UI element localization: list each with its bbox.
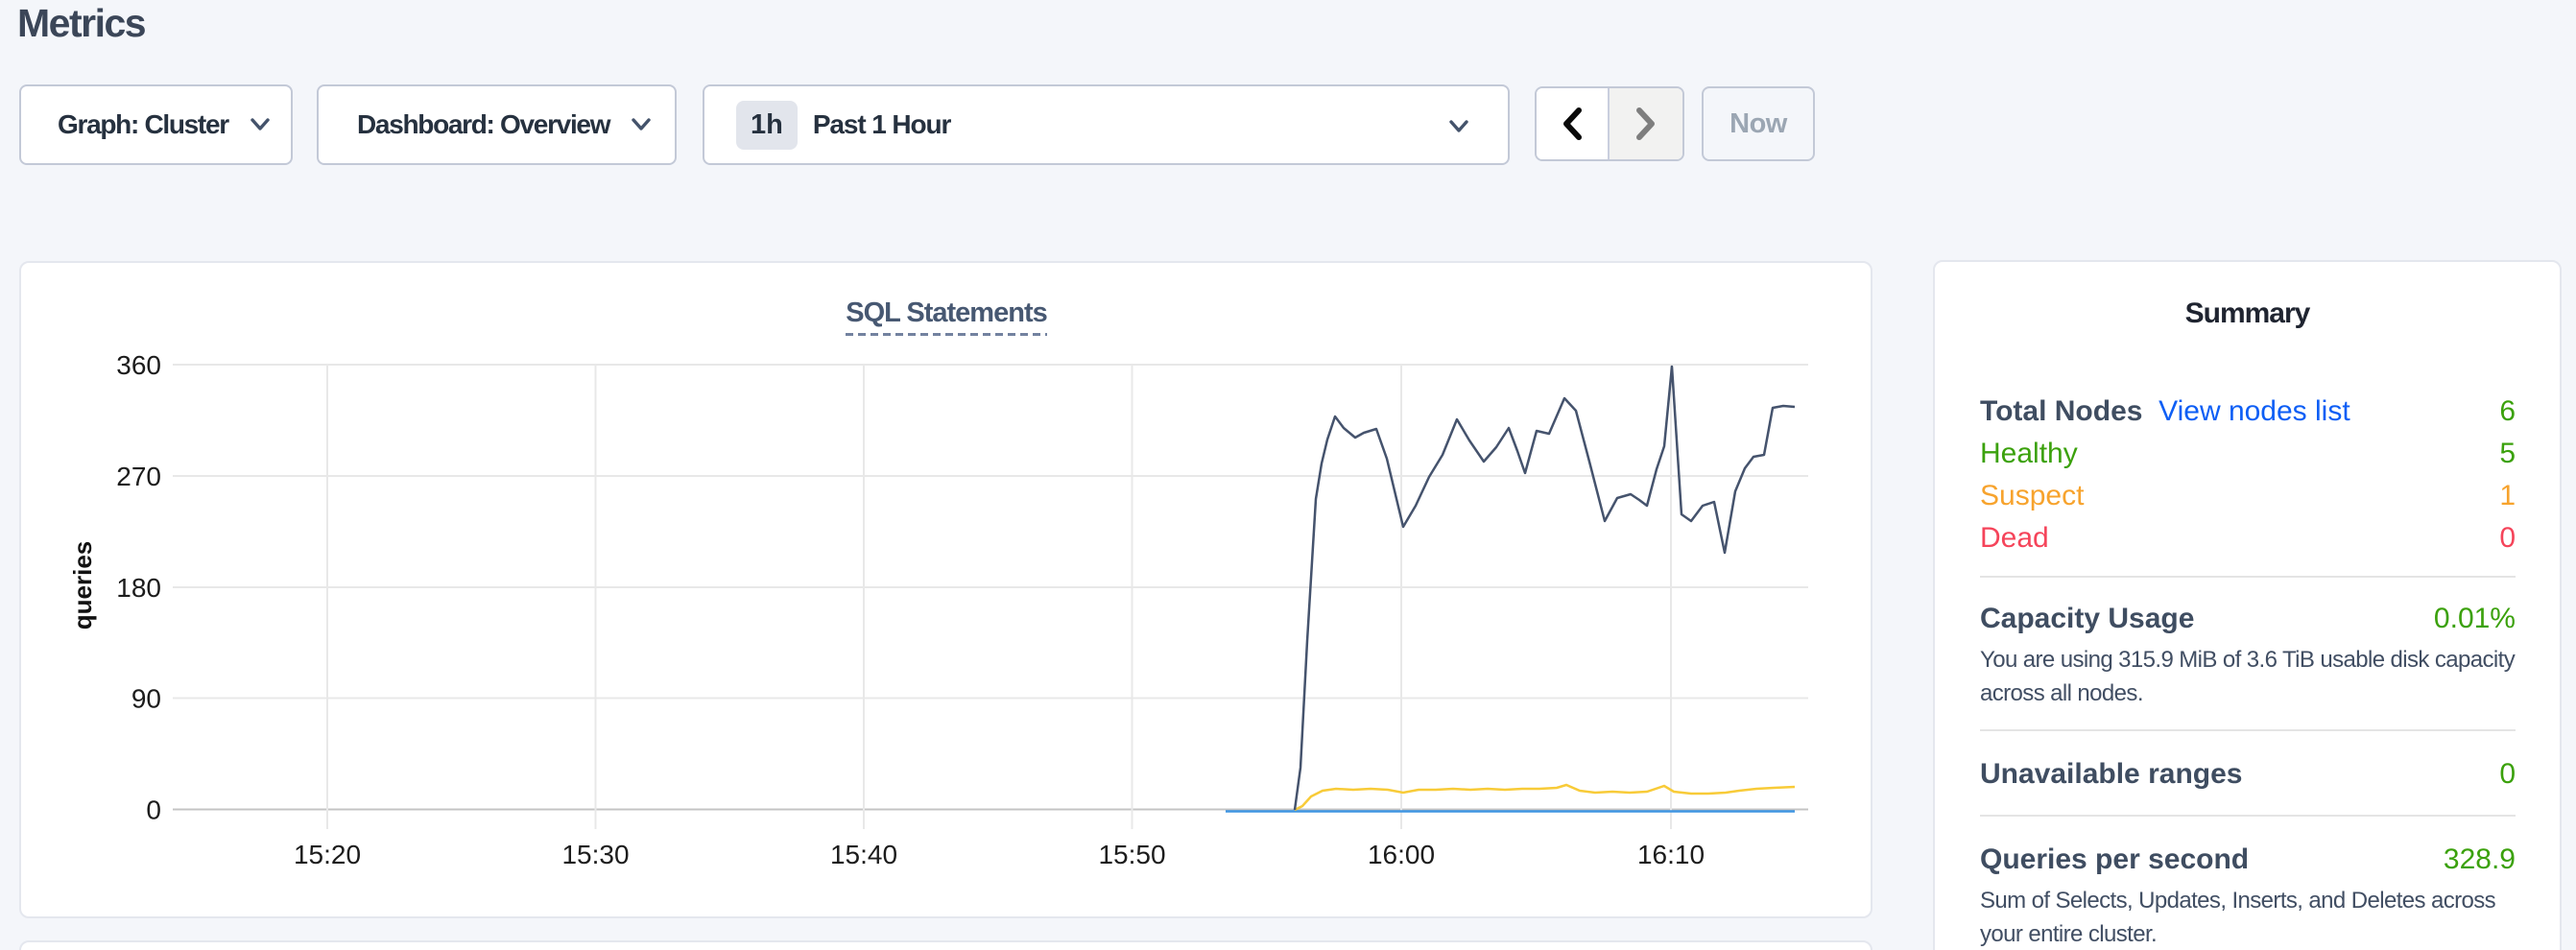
- svg-text:15:20: 15:20: [294, 840, 361, 869]
- svg-text:15:30: 15:30: [561, 840, 629, 869]
- svg-text:360: 360: [116, 350, 161, 380]
- svg-text:queries: queries: [68, 541, 97, 630]
- svg-text:0: 0: [146, 796, 161, 825]
- svg-text:15:40: 15:40: [830, 840, 897, 869]
- svg-text:16:10: 16:10: [1637, 840, 1705, 869]
- svg-text:270: 270: [116, 462, 161, 491]
- svg-text:16:00: 16:00: [1368, 840, 1435, 869]
- svg-text:90: 90: [131, 684, 161, 714]
- svg-text:15:50: 15:50: [1098, 840, 1165, 869]
- svg-text:180: 180: [116, 573, 161, 603]
